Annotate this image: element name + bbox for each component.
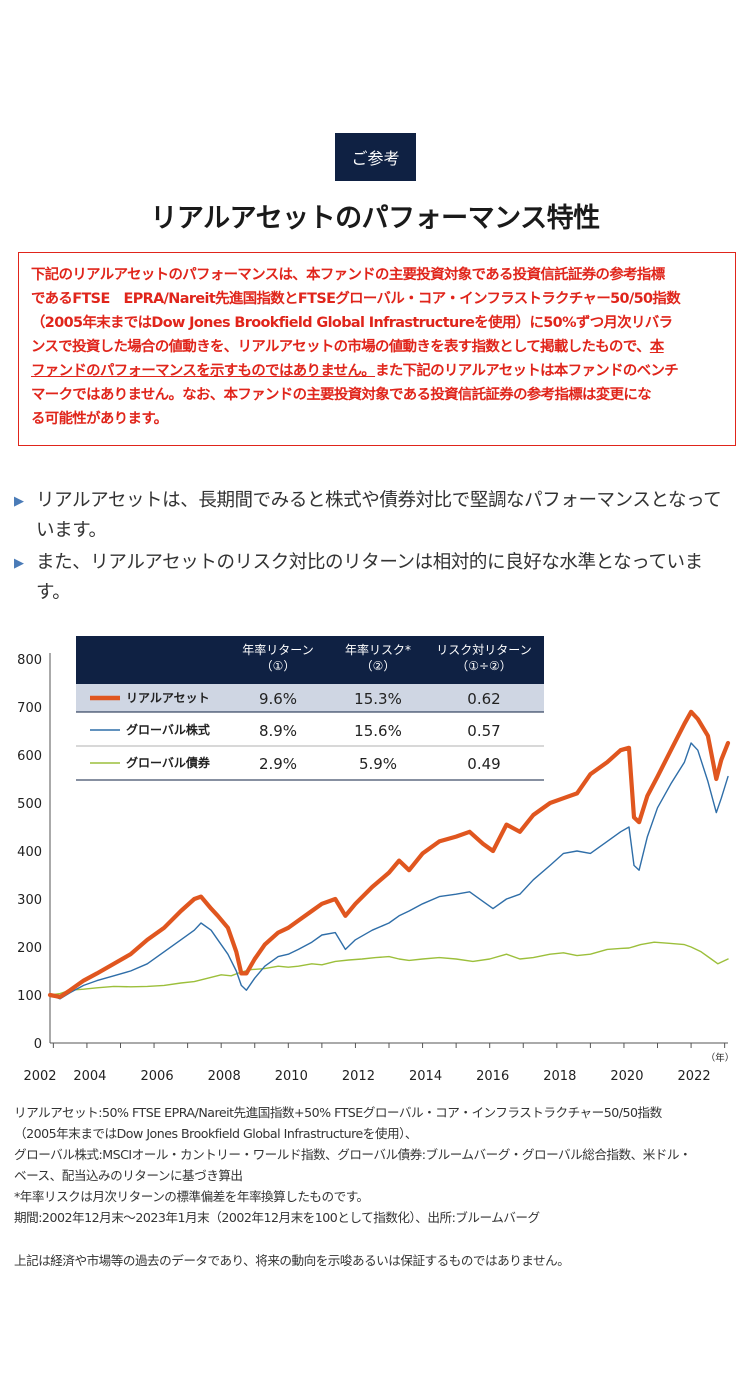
header-annual-risk: 年率リスク* xyxy=(345,642,411,657)
x-tick-label: 2022 xyxy=(678,1069,711,1084)
notice-line: マークではありません。なお、本ファンドの主要投資対象である投資信託証券の参考指標… xyxy=(31,387,652,403)
x-tick-label: 2012 xyxy=(342,1069,375,1084)
header-risk-return-sub: （①÷②） xyxy=(456,659,512,673)
x-tick-label: 2006 xyxy=(141,1069,174,1084)
notice-line: る可能性があります。 xyxy=(31,411,168,427)
y-tick-label: 500 xyxy=(17,797,42,812)
bond-ratio: 0.49 xyxy=(467,755,500,773)
table-row-highlight xyxy=(76,684,544,712)
notice-text: ンスで投資した場合の値動きを、リアルアセットの市場の値動きを表す指数として掲載し… xyxy=(31,339,650,355)
notice-underline: 本 xyxy=(649,339,664,355)
x-axis: 2002 2004 2006 2008 2010 2012 2014 2016 2018 2020… xyxy=(23,653,734,1084)
notice-line: ファンドのパフォーマンスを示すものではありません。また下記のリアルアセットは本フ… xyxy=(31,359,723,383)
header-risk-return: リスク対リターン xyxy=(436,643,531,657)
stats-table: 年率リターン （①） 年率リスク* （②） リスク対リターン （①÷②） リアル… xyxy=(76,636,544,781)
notice-box: 下記のリアルアセットのパフォーマンスは、本ファンドの主要投資対象である投資信託証… xyxy=(18,252,736,446)
bullet-text: リアルアセットは、長期間でみると株式や債券対比で堅調なパフォーマンスとなっていま… xyxy=(36,490,722,541)
footnotes: リアルアセット:50% FTSE EPRA/Nareit先進国指数+50% FT… xyxy=(14,1102,742,1228)
notice-line: （2005年末まではDow Jones Brookfield Global In… xyxy=(31,315,673,331)
notice-text: また下記のリアルアセットは本ファンドのベンチ xyxy=(375,363,679,379)
y-tick-label: 800 xyxy=(17,653,42,668)
header-annual-return-sub: （①） xyxy=(261,659,296,673)
disclaimer: 上記は経済や市場等の過去のデータであり、将来の動向を示唆あるいは保証するものでは… xyxy=(14,1253,570,1268)
bond-risk: 5.9% xyxy=(359,755,397,773)
equity-return: 8.9% xyxy=(259,722,297,740)
real-asset-return: 9.6% xyxy=(259,690,297,708)
triangle-bullet-icon: ▶ xyxy=(14,494,24,509)
row-name-bond: グローバル債券 xyxy=(126,755,211,770)
y-tick-label: 700 xyxy=(17,701,42,716)
footnote-line: リアルアセット:50% FTSE EPRA/Nareit先進国指数+50% FT… xyxy=(14,1105,662,1120)
bullet-text: また、リアルアセットのリスク対比のリターンは相対的に良好な水準となっています。 xyxy=(36,552,703,603)
x-axis-unit-label: （年） xyxy=(706,1052,735,1064)
y-tick-label: 100 xyxy=(17,989,42,1004)
table-header-bg xyxy=(76,636,544,684)
row-name-equity: グローバル株式 xyxy=(126,722,210,737)
y-axis-ticks: 0 100 200 300 400 500 600 700 800 xyxy=(17,653,42,1052)
footnote-line: *年率リスクは月次リターンの標準偏差を年率換算したものです。 xyxy=(14,1189,369,1204)
bullet-item: ▶ リアルアセットは、長期間でみると株式や債券対比で堅調なパフォーマンスとなって… xyxy=(14,486,736,546)
x-tick-label: 2004 xyxy=(73,1069,106,1084)
series-lines xyxy=(47,709,731,1000)
footnote-line: グローバル株式:MSCIオール・カントリー・ワールド指数、グローバル債券:ブルー… xyxy=(14,1147,692,1162)
y-tick-label: 400 xyxy=(17,845,42,860)
bullet-item: ▶ また、リアルアセットのリスク対比のリターンは相対的に良好な水準となっています… xyxy=(14,548,736,608)
notice-line: 下記のリアルアセットのパフォーマンスは、本ファンドの主要投資対象である投資信託証… xyxy=(31,267,665,283)
real-asset-ratio: 0.62 xyxy=(467,690,500,708)
global-bond-series-line xyxy=(49,941,729,996)
x-tick-label: 2014 xyxy=(409,1069,442,1084)
x-tick-label: 2018 xyxy=(543,1069,576,1084)
header-annual-risk-sub: （②） xyxy=(361,659,396,673)
real-asset-series-line xyxy=(47,709,731,999)
x-tick-label: 2002 xyxy=(23,1069,56,1084)
footnote-line: ベース、配当込みのリターンに基づき算出 xyxy=(14,1168,243,1183)
x-tick-label: 2010 xyxy=(275,1069,308,1084)
real-asset-risk: 15.3% xyxy=(354,690,402,708)
y-tick-label: 0 xyxy=(34,1037,42,1052)
x-tick-label: 2020 xyxy=(610,1069,643,1084)
bond-return: 2.9% xyxy=(259,755,297,773)
equity-ratio: 0.57 xyxy=(467,722,500,740)
page-title: リアルアセットのパフォーマンス特性 xyxy=(150,203,600,234)
y-tick-label: 600 xyxy=(17,749,42,764)
notice-line: ンスで投資した場合の値動きを、リアルアセットの市場の値動きを表す指数として掲載し… xyxy=(31,335,723,359)
reference-badge: ご参考 xyxy=(335,133,416,181)
equity-risk: 15.6% xyxy=(354,722,402,740)
notice-underline: ファンドのパフォーマンスを示すものではありません。 xyxy=(31,363,376,379)
y-tick-label: 300 xyxy=(17,893,42,908)
x-tick-label: 2008 xyxy=(208,1069,241,1084)
bullet-list: ▶ リアルアセットは、長期間でみると株式や債券対比で堅調なパフォーマンスとなって… xyxy=(14,486,736,610)
notice-line: であるFTSE EPRA/Nareit先進国指数とFTSEグローバル・コア・イン… xyxy=(31,291,681,307)
global-equity-series-line xyxy=(49,742,729,1000)
x-tick-label: 2016 xyxy=(476,1069,509,1084)
footnote-line: 期間:2002年12月末～2023年1月末（2002年12月末を100として指数… xyxy=(14,1210,540,1225)
y-tick-label: 200 xyxy=(17,941,42,956)
footnote-line: （2005年末まではDow Jones Brookfield Global In… xyxy=(14,1126,417,1141)
header-annual-return: 年率リターン xyxy=(242,642,313,657)
row-name-real-asset: リアルアセット xyxy=(126,691,210,705)
triangle-bullet-icon: ▶ xyxy=(14,556,24,571)
